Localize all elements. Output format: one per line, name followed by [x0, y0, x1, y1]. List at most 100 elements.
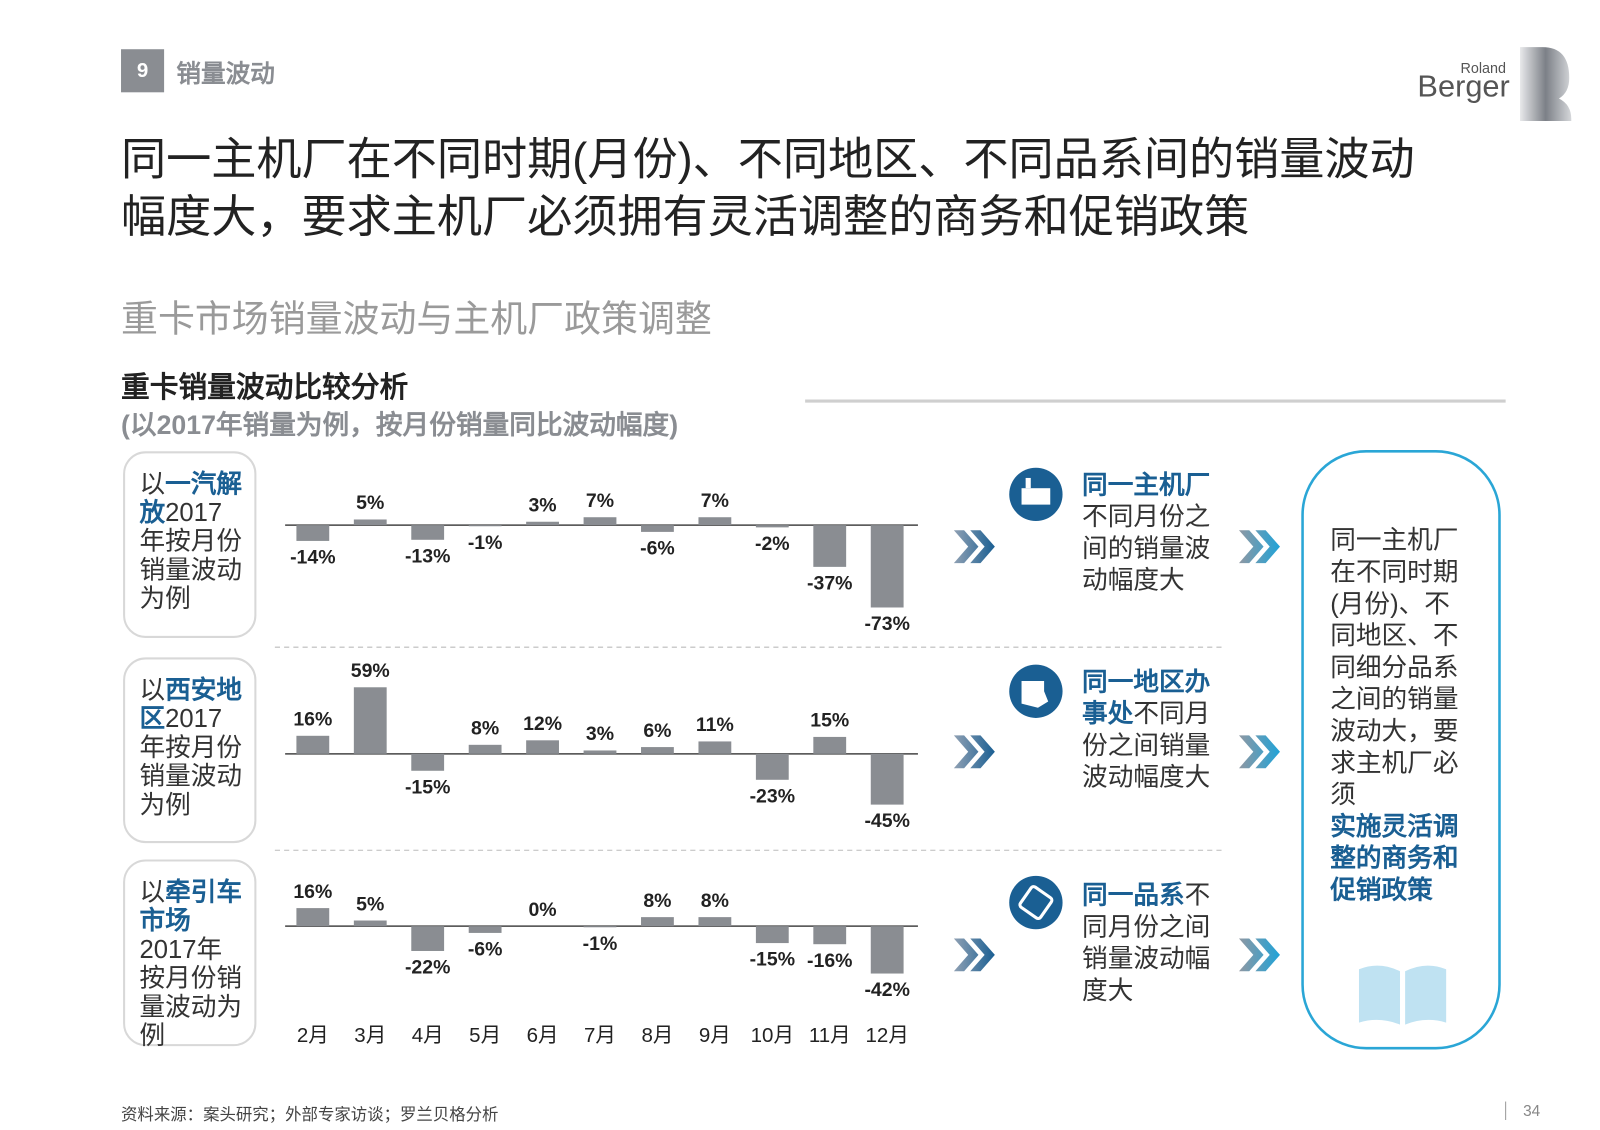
value-label: 7% [701, 490, 729, 512]
label-text: 2017年按月份销量波动为例 [139, 704, 243, 820]
bar [468, 744, 502, 754]
callout: 同一品系不同月份之间销量波动幅度大 [1082, 880, 1220, 1007]
value-label: 8% [643, 890, 671, 912]
bar [698, 917, 732, 927]
value-label: 8% [471, 718, 499, 740]
conclusion: 同一主机厂在不同时期(月份)、不同地区、不同细分品系之间的销量波动大，要求主机厂… [1330, 525, 1469, 907]
bar [641, 747, 674, 754]
conclusion-frame [1301, 449, 1501, 1050]
bar [755, 926, 789, 944]
value-label: 3% [528, 494, 556, 516]
value-label: 5% [356, 893, 384, 915]
value-label: 0% [528, 899, 556, 921]
bar [755, 753, 789, 780]
value-label: 59% [351, 660, 390, 682]
conclusion-highlight: 实施灵活调整的商务和促销政策 [1330, 812, 1459, 905]
bar [296, 525, 330, 541]
value-label: 16% [293, 881, 332, 903]
callout-highlight: 同一主机厂 [1082, 470, 1211, 500]
bar [468, 926, 502, 933]
bar [755, 525, 789, 528]
bar [411, 525, 445, 540]
bar [296, 735, 330, 754]
x-tick-label: 7月 [584, 1024, 616, 1047]
bar [526, 521, 559, 526]
row-label: 以一汽解放2017年按月份销量波动为例 [123, 451, 257, 638]
bar [870, 525, 904, 608]
bar [583, 926, 617, 928]
bar [296, 908, 330, 927]
value-label: -23% [750, 785, 795, 807]
value-label: 11% [696, 714, 734, 736]
callout-text: 不同月份之间销量波动幅度大 [1082, 881, 1211, 1006]
callout-text: 不同月份之间销量波动幅度大 [1082, 699, 1211, 792]
value-label: -1% [468, 532, 503, 554]
callout: 同一地区办事处不同月份之间销量波动幅度大 [1082, 667, 1220, 794]
bar [353, 519, 387, 526]
value-label: 16% [293, 709, 332, 731]
x-tick-label: 5月 [469, 1024, 501, 1047]
bar [870, 926, 904, 974]
row-label: 以西安地区2017年按月份销量波动为例 [123, 657, 257, 844]
value-label: -22% [405, 957, 450, 979]
bar [411, 926, 445, 951]
value-label: 15% [810, 710, 849, 732]
bar [813, 926, 847, 945]
bar [583, 750, 617, 754]
value-label: 3% [586, 723, 614, 745]
bar [641, 525, 674, 532]
bar [353, 920, 387, 927]
bar [583, 517, 617, 526]
section-title: 销量波动 [176, 60, 275, 89]
section-number: 9 [136, 59, 149, 83]
label-text: 以 [139, 877, 166, 907]
value-label: -2% [755, 533, 790, 555]
value-label: 6% [643, 720, 671, 742]
value-label: 8% [701, 890, 729, 912]
source-note: 资料来源：案头研究；外部专家访谈；罗兰贝格分析 [121, 1106, 499, 1125]
value-label: -1% [583, 933, 618, 955]
icons [1009, 467, 1063, 930]
value-label: -15% [750, 949, 795, 971]
x-tick-label: 2月 [297, 1024, 329, 1047]
logo-mark [1519, 47, 1572, 122]
bar [526, 740, 559, 754]
value-label: -6% [468, 938, 503, 960]
x-tick-label: 3月 [354, 1024, 386, 1047]
value-label: -16% [807, 950, 852, 972]
x-tick-label: 6月 [527, 1024, 559, 1047]
slide-title: 同一主机厂在不同时期(月份)、不同地区、不同品系间的销量波动 幅度大，要求主机厂… [121, 131, 1415, 246]
value-label: -45% [864, 810, 909, 832]
section-badge [121, 49, 165, 93]
value-label: 5% [356, 492, 384, 514]
x-tick-label: 12月 [866, 1024, 909, 1047]
bar [813, 525, 847, 567]
callout-text: 不同月份之间的销量波动幅度大 [1082, 502, 1211, 595]
title-line: 幅度大，要求主机厂必须拥有灵活调整的商务和促销政策 [121, 191, 1250, 243]
bar [353, 687, 387, 754]
x-tick-label: 11月 [809, 1024, 851, 1047]
value-label: -73% [864, 613, 909, 635]
chevrons [953, 530, 1280, 972]
label-text: 2017年按月份销量波动为例 [139, 935, 243, 1051]
label-highlight: 一汽解放 [139, 469, 243, 528]
value-label: -15% [405, 776, 450, 798]
value-label: -37% [807, 572, 852, 594]
value-label: -6% [640, 537, 675, 559]
x-tick-label: 10月 [751, 1024, 794, 1047]
subtitle: 重卡市场销量波动与主机厂政策调整 [121, 297, 712, 340]
page-number: 34 [1523, 1102, 1541, 1120]
label-text: 以 [139, 675, 166, 705]
bar [698, 741, 732, 754]
title-line: 同一主机厂在不同时期(月份)、不同地区、不同品系间的销量波动 [121, 134, 1415, 185]
bar [698, 517, 732, 526]
value-label: -14% [290, 546, 335, 568]
value-label: 12% [523, 713, 562, 735]
logo-text: Roland [1460, 59, 1507, 76]
label-text: 2017年按月份销量波动为例 [139, 498, 243, 614]
x-tick-label: 8月 [641, 1024, 673, 1047]
label-highlight: 西安地区 [139, 675, 243, 734]
label-text: 以 [139, 469, 166, 499]
book-icon [1358, 965, 1447, 1025]
